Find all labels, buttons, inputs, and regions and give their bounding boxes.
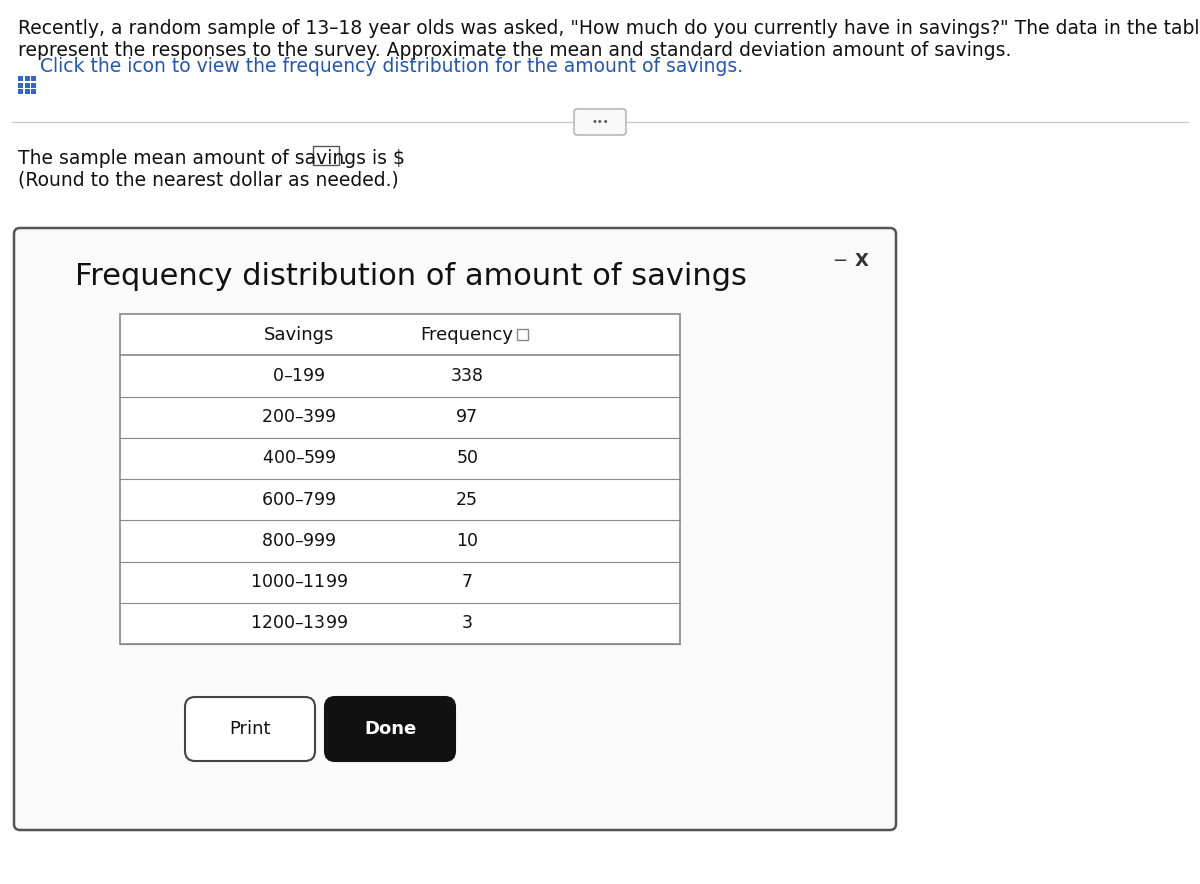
Text: (Round to the nearest dollar as needed.): (Round to the nearest dollar as needed.) <box>18 171 398 190</box>
Bar <box>517 329 528 339</box>
Text: $1200–$1399: $1200–$1399 <box>251 614 348 632</box>
Text: 3: 3 <box>462 614 473 632</box>
FancyBboxPatch shape <box>574 109 626 135</box>
Text: Savings: Savings <box>264 325 335 344</box>
Text: $400–$599: $400–$599 <box>262 449 337 468</box>
Text: •••: ••• <box>592 117 608 127</box>
Bar <box>18 82 23 88</box>
FancyBboxPatch shape <box>14 228 896 830</box>
Text: 97: 97 <box>456 408 479 426</box>
Text: Done: Done <box>364 720 416 738</box>
Text: X: X <box>856 252 869 270</box>
Text: $0–$199: $0–$199 <box>272 367 326 385</box>
FancyBboxPatch shape <box>185 697 314 761</box>
Text: −: − <box>833 252 847 270</box>
Text: 10: 10 <box>456 532 478 550</box>
Text: $600–$799: $600–$799 <box>262 491 337 508</box>
Text: $200–$399: $200–$399 <box>262 408 337 426</box>
Text: Frequency distribution of amount of savings: Frequency distribution of amount of savi… <box>74 262 746 291</box>
Bar <box>24 82 30 88</box>
Text: The sample mean amount of savings is $: The sample mean amount of savings is $ <box>18 149 404 168</box>
Bar <box>31 89 36 94</box>
Bar <box>18 89 23 94</box>
Text: Print: Print <box>229 720 271 738</box>
Text: 50: 50 <box>456 449 478 468</box>
Text: $800–$999: $800–$999 <box>262 532 337 550</box>
Bar <box>24 89 30 94</box>
Text: represent the responses to the survey. Approximate the mean and standard deviati: represent the responses to the survey. A… <box>18 41 1012 60</box>
Text: 25: 25 <box>456 491 478 508</box>
Text: 7: 7 <box>462 573 473 591</box>
Text: .: . <box>341 149 347 168</box>
Bar <box>31 76 36 81</box>
Bar <box>18 76 23 81</box>
Bar <box>31 82 36 88</box>
Text: Recently, a random sample of 13–18 year olds was asked, "How much do you current: Recently, a random sample of 13–18 year … <box>18 19 1200 38</box>
Bar <box>120 314 680 644</box>
FancyBboxPatch shape <box>325 697 455 761</box>
Bar <box>24 76 30 81</box>
Bar <box>313 146 340 165</box>
Text: $1000–$1199: $1000–$1199 <box>251 573 348 591</box>
Text: Click the icon to view the frequency distribution for the amount of savings.: Click the icon to view the frequency dis… <box>40 57 743 76</box>
Text: 338: 338 <box>451 367 484 385</box>
Text: Frequency: Frequency <box>421 325 514 344</box>
